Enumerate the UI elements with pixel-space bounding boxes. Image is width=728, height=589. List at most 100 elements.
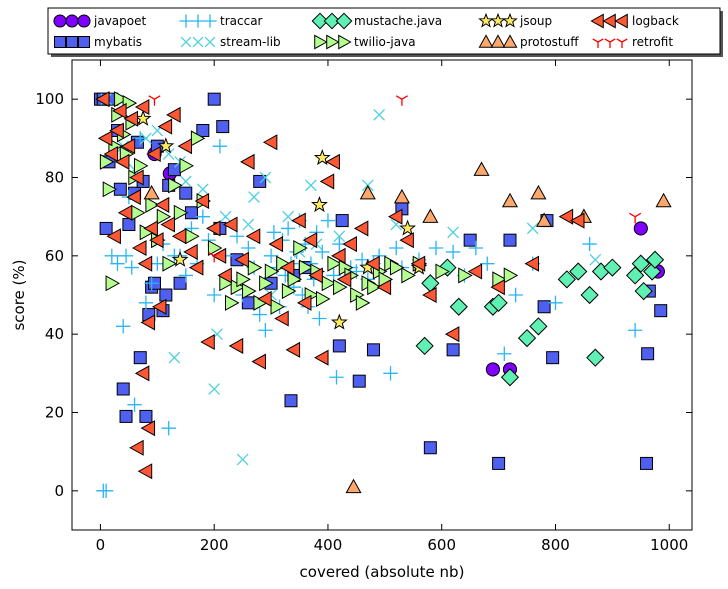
data-point — [517, 328, 537, 348]
legend-marker — [338, 34, 352, 50]
series-jsoup — [134, 109, 428, 330]
data-point — [106, 228, 121, 245]
y-axis-label: score (%) — [10, 259, 28, 330]
data-point — [654, 304, 668, 318]
data-point — [103, 145, 119, 163]
data-point — [234, 251, 249, 268]
data-point — [156, 208, 172, 225]
legend-marker — [180, 36, 192, 48]
data-point — [445, 244, 461, 260]
legend-item-jsoup: jsoup — [478, 12, 552, 28]
data-point — [327, 255, 342, 272]
data-point — [207, 92, 221, 106]
legend-item-mustache-java: mustache.java — [311, 12, 442, 30]
legend-item-javapoet: javapoet — [53, 14, 146, 28]
data-point — [282, 210, 295, 223]
data-point — [109, 122, 124, 139]
data-point — [140, 314, 156, 331]
legend-marker — [335, 12, 353, 30]
data-point — [312, 311, 327, 326]
data-point — [270, 298, 286, 315]
data-point — [241, 296, 255, 310]
data-point — [208, 251, 221, 263]
data-point — [589, 253, 602, 266]
data-point — [217, 267, 232, 284]
data-point — [95, 91, 110, 108]
data-point — [367, 279, 382, 296]
data-point — [435, 263, 450, 280]
data-point — [242, 283, 257, 300]
y-tick-label: 20 — [45, 404, 64, 422]
data-point — [124, 260, 139, 275]
x-tick-label: 0 — [96, 536, 106, 554]
legend-marker — [78, 36, 90, 48]
data-point — [116, 382, 130, 396]
data-point — [586, 348, 605, 367]
data-point — [395, 95, 408, 106]
data-point — [143, 220, 158, 237]
data-point — [480, 256, 495, 271]
data-point — [639, 456, 653, 470]
data-point — [194, 192, 210, 210]
data-point — [138, 295, 154, 311]
data-point — [305, 179, 317, 192]
data-point — [529, 317, 548, 336]
data-point — [643, 262, 662, 281]
data-point — [168, 351, 181, 364]
data-point — [342, 236, 357, 253]
data-point — [118, 248, 134, 264]
data-point — [236, 271, 251, 288]
data-point — [446, 343, 460, 357]
data-point — [196, 124, 210, 137]
data-point — [473, 161, 490, 176]
data-point — [146, 145, 161, 163]
data-point — [171, 228, 187, 245]
series-traccar — [96, 131, 643, 499]
data-point — [285, 341, 301, 358]
data-point — [422, 208, 439, 223]
data-point — [150, 256, 165, 271]
data-point — [258, 323, 273, 338]
legend-marker — [314, 34, 328, 50]
x-tick-label: 400 — [314, 536, 343, 554]
data-point — [399, 232, 414, 249]
data-point — [467, 263, 483, 280]
data-point — [137, 255, 153, 272]
data-point — [501, 192, 519, 208]
y-tick-label: 0 — [54, 482, 64, 500]
y-tick-label: 80 — [45, 169, 64, 187]
data-point — [148, 95, 161, 106]
legend-marker — [204, 36, 216, 48]
data-point — [134, 98, 150, 116]
data-point — [185, 228, 200, 245]
data-point — [223, 216, 238, 233]
legend-item-traccar: traccar — [179, 14, 263, 28]
series-retrofit — [148, 95, 642, 263]
data-point — [262, 134, 278, 151]
data-point — [492, 456, 506, 470]
data-point — [315, 244, 330, 260]
data-point — [325, 153, 340, 170]
data-point — [387, 208, 403, 225]
legend-marker — [192, 36, 204, 48]
data-point — [629, 212, 642, 224]
data-point — [489, 293, 508, 312]
data-point — [281, 283, 297, 300]
data-point — [490, 279, 505, 296]
data-point — [195, 209, 211, 224]
data-point — [129, 439, 144, 456]
data-point — [119, 409, 133, 423]
data-point — [284, 394, 298, 408]
data-point — [114, 153, 130, 170]
legend-marker — [54, 36, 66, 48]
data-point — [641, 347, 655, 361]
data-point — [253, 174, 267, 188]
data-point — [161, 420, 176, 436]
data-point — [302, 232, 318, 249]
legend-marker — [614, 13, 628, 29]
legend-item-twilio-java: twilio-java — [314, 34, 416, 50]
data-point — [345, 478, 362, 494]
data-point — [263, 248, 279, 264]
data-point — [139, 409, 153, 423]
